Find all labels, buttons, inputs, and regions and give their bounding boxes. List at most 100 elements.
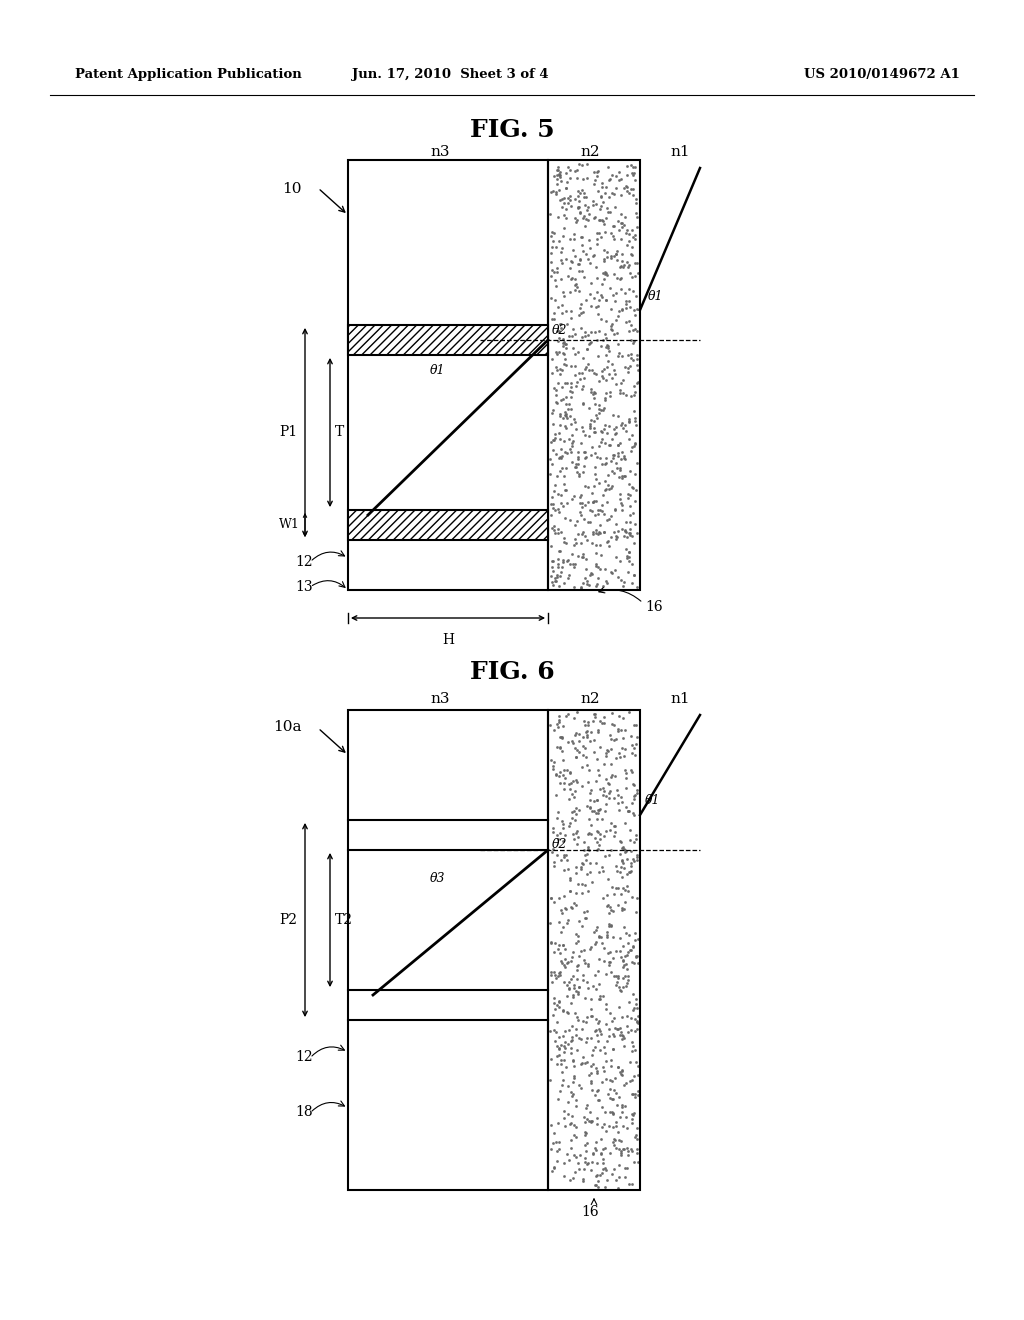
Point (545, 841, 561, 862)
Text: Jun. 17, 2010  Sheet 3 of 4: Jun. 17, 2010 Sheet 3 of 4 (351, 69, 548, 81)
Point (553, 317, 569, 338)
Point (589, 808, 605, 829)
Point (579, 1140, 595, 1162)
Point (597, 471, 613, 492)
Point (573, 1077, 590, 1098)
Point (592, 1039, 608, 1060)
Point (555, 954, 571, 975)
Point (588, 803, 604, 824)
Text: H: H (442, 634, 454, 647)
Point (589, 1060, 605, 1081)
Point (561, 380, 578, 401)
Point (608, 268, 625, 289)
Point (554, 238, 570, 259)
Point (553, 521, 569, 543)
Point (615, 936, 632, 957)
Point (580, 978, 596, 999)
Point (617, 812, 634, 833)
Point (612, 981, 629, 1002)
Point (614, 576, 631, 597)
Point (611, 161, 628, 182)
Point (561, 978, 578, 999)
Point (602, 1002, 618, 1023)
Point (546, 261, 562, 282)
Point (564, 268, 581, 289)
Text: θ1: θ1 (648, 289, 664, 302)
Point (577, 1125, 593, 1146)
Point (544, 572, 560, 593)
Point (580, 338, 596, 359)
Point (546, 222, 562, 243)
Point (613, 569, 630, 590)
Point (559, 313, 575, 334)
Point (605, 1102, 622, 1123)
Point (612, 279, 629, 300)
Bar (548, 710, 640, 1191)
Point (603, 246, 620, 267)
Point (621, 541, 637, 562)
Point (573, 302, 590, 323)
Point (564, 1030, 581, 1051)
Point (613, 492, 630, 513)
Point (572, 227, 589, 248)
Point (626, 1065, 642, 1086)
Point (568, 895, 585, 916)
Point (586, 1143, 602, 1164)
Point (558, 393, 574, 414)
Point (561, 405, 578, 426)
Point (575, 853, 592, 874)
Point (572, 502, 589, 523)
Point (618, 165, 635, 186)
Point (556, 1036, 572, 1057)
Point (568, 418, 585, 440)
Point (621, 411, 637, 432)
Point (601, 1078, 617, 1100)
Point (563, 784, 580, 805)
Point (588, 404, 604, 425)
Point (586, 475, 602, 496)
Point (545, 429, 561, 450)
Point (552, 561, 568, 582)
Point (567, 1024, 584, 1045)
Point (617, 312, 634, 333)
Point (615, 977, 632, 998)
Point (623, 940, 639, 961)
Point (586, 162, 602, 183)
Point (555, 552, 571, 573)
Point (580, 954, 596, 975)
Point (611, 927, 628, 948)
Point (588, 363, 604, 384)
Point (560, 859, 577, 880)
Point (609, 334, 626, 355)
Point (599, 1030, 615, 1051)
Point (543, 1048, 559, 1069)
Point (585, 710, 601, 731)
Point (556, 859, 572, 880)
Point (560, 1076, 577, 1097)
Point (628, 414, 644, 436)
Point (559, 1104, 575, 1125)
Point (542, 1020, 558, 1041)
Point (598, 964, 614, 985)
Point (613, 268, 630, 289)
Point (600, 772, 616, 793)
Point (586, 411, 602, 432)
Point (595, 484, 611, 506)
Point (608, 165, 625, 186)
Point (617, 1106, 634, 1127)
Point (626, 851, 642, 873)
Point (570, 982, 587, 1003)
Point (613, 300, 630, 321)
Point (594, 429, 610, 450)
Point (627, 305, 643, 326)
Point (607, 424, 624, 445)
Point (626, 1104, 642, 1125)
Point (553, 1049, 569, 1071)
Point (602, 434, 618, 455)
Point (606, 445, 623, 466)
Point (567, 273, 584, 294)
Point (629, 1118, 645, 1139)
Point (583, 294, 599, 315)
Point (612, 1144, 629, 1166)
Point (603, 739, 620, 760)
